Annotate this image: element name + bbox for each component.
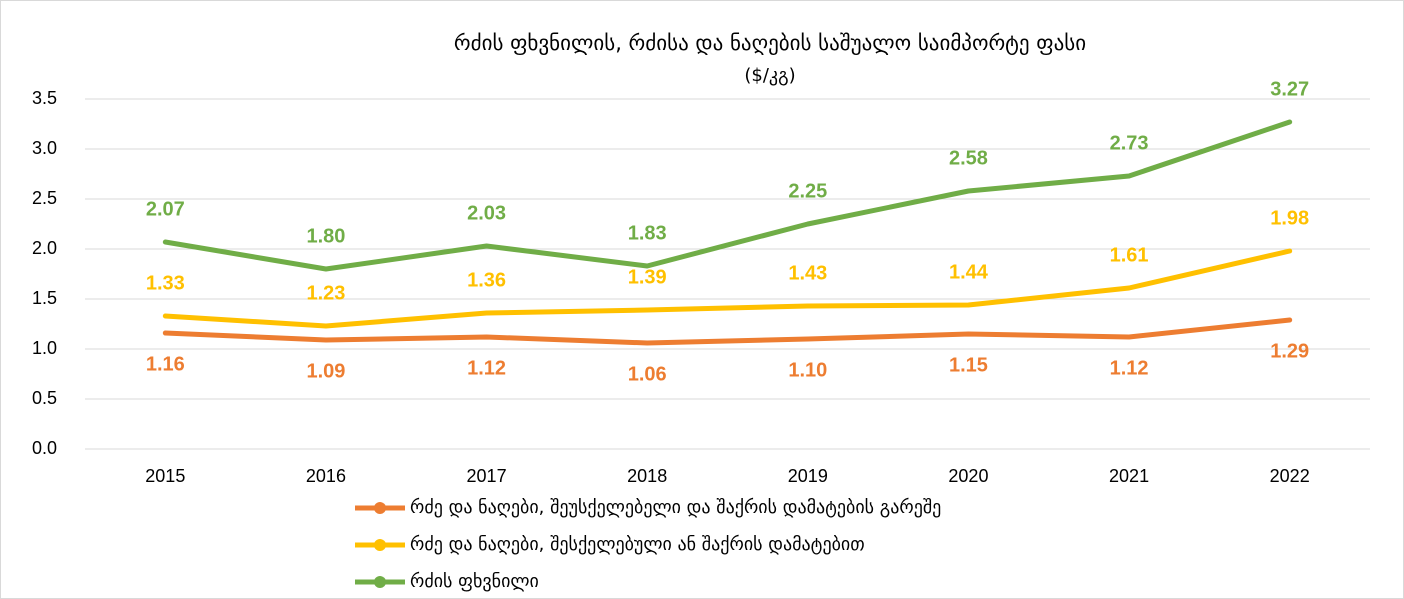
data-label: 1.80 [306,225,345,247]
y-tick-label: 1.0 [32,338,57,358]
legend-marker [374,576,386,588]
data-label: 1.33 [146,272,185,294]
y-tick-label: 0.5 [32,388,57,408]
data-label: 1.12 [467,357,506,379]
data-label: 1.23 [306,282,345,304]
legend-marker [374,502,386,514]
y-tick-label: 0.0 [32,438,57,458]
x-tick-label: 2016 [306,466,346,486]
data-label: 1.98 [1270,207,1309,229]
data-label: 1.15 [949,354,988,376]
series-line [162,248,1293,329]
y-tick-label: 2.0 [32,238,57,258]
data-label: 1.44 [949,261,989,283]
x-tick-label: 2017 [467,466,507,486]
data-label: 1.16 [146,353,185,375]
x-tick-label: 2019 [788,466,828,486]
x-tick-label: 2021 [1109,466,1149,486]
chart-title: რძის ფხვნილის, რძისა და ნაღების საშუალო … [454,31,1086,55]
series-line [162,119,1293,272]
x-tick-label: 2020 [948,466,988,486]
legend-label: რძის ფხვნილი [410,571,539,592]
x-tick-label: 2015 [145,466,185,486]
y-tick-label: 3.0 [32,138,57,158]
x-tick-label: 2018 [627,466,667,486]
y-tick-label: 2.5 [32,188,57,208]
series-line [162,317,1293,346]
data-label: 1.12 [1110,357,1149,379]
data-label: 1.83 [628,222,667,244]
data-label: 2.03 [467,202,506,224]
data-label: 1.39 [628,266,667,288]
data-label: 2.73 [1110,132,1149,154]
y-tick-label: 1.5 [32,288,57,308]
data-label: 1.06 [628,363,667,385]
data-label: 1.09 [306,360,345,382]
legend-label: რძე და ნაღები, შესქელებული ან შაქრის დამ… [410,534,865,555]
x-tick-label: 2022 [1270,466,1310,486]
data-label: 1.43 [788,262,827,284]
data-label: 1.29 [1270,340,1309,362]
legend-marker [374,539,386,551]
data-label: 2.07 [146,198,185,220]
data-label: 2.58 [949,147,988,169]
legend-label: რძე და ნაღები, შეუსქელებელი და შაქრის და… [410,497,941,518]
data-label: 2.25 [788,180,827,202]
chart-subtitle: ($/კგ) [744,65,795,86]
y-tick-label: 3.5 [32,88,57,108]
data-label: 1.36 [467,269,506,291]
data-label: 1.10 [788,359,827,381]
data-label: 1.61 [1110,244,1149,266]
data-label: 3.27 [1270,78,1309,100]
